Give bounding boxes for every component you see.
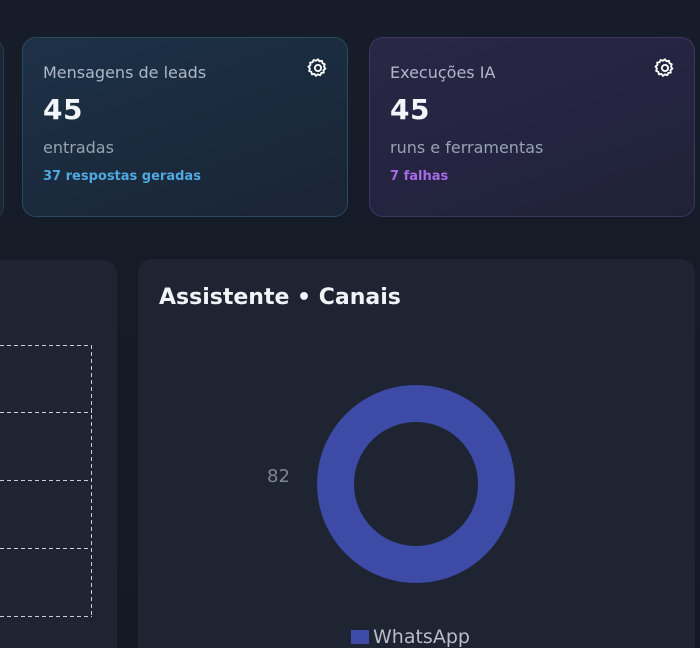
chart-value-label: 82 [267,466,290,487]
card-note: 37 respostas geradas [43,169,201,184]
panel-title: Assistente • Canais [159,285,401,310]
donut-slice-whatsapp[interactable] [317,385,515,583]
chart-gridlines [0,345,92,617]
channels-panel: Assistente • Canais 82 WhatsApp [138,259,695,648]
legend-label: WhatsApp [373,626,470,648]
legend-swatch [351,630,369,644]
gear-icon[interactable] [654,57,676,79]
card-subtitle: entradas [43,138,114,157]
card-value: 45 [390,93,430,126]
card-title: Mensagens de leads [43,63,207,82]
chart-legend[interactable]: WhatsApp [351,626,470,648]
card-value: 45 [43,93,83,126]
gear-icon[interactable] [307,57,329,79]
stat-card-lead-messages: Mensagens de leads 45 entradas 37 respos… [22,37,348,217]
chart-panel-partial [0,260,117,648]
card-note: 7 falhas [390,169,449,184]
card-title: Execuções IA [390,63,496,82]
donut-chart [317,385,515,583]
stat-card-ai-executions: Execuções IA 45 runs e ferramentas 7 fal… [369,37,695,217]
stat-card-partial [0,38,4,220]
card-subtitle: runs e ferramentas [390,138,544,157]
